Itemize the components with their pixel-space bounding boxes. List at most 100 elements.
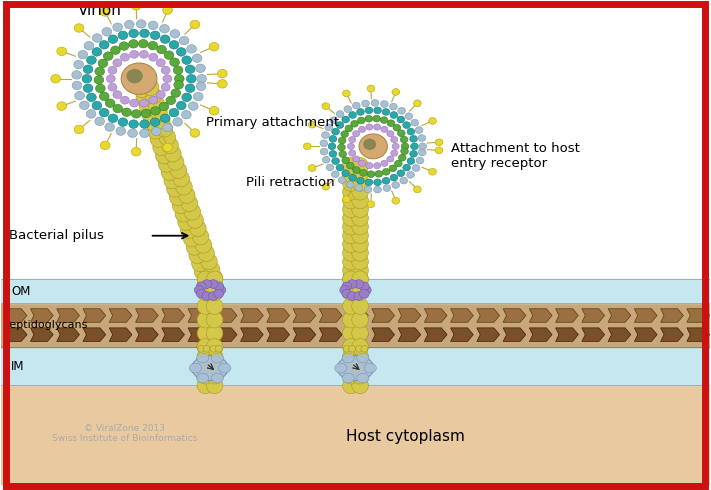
Ellipse shape xyxy=(387,131,394,137)
Ellipse shape xyxy=(105,99,115,107)
Ellipse shape xyxy=(170,162,187,178)
Ellipse shape xyxy=(206,377,223,393)
Ellipse shape xyxy=(365,179,373,186)
Ellipse shape xyxy=(122,108,132,117)
Ellipse shape xyxy=(354,292,364,300)
Ellipse shape xyxy=(352,312,368,328)
Ellipse shape xyxy=(134,81,150,98)
Text: IM: IM xyxy=(11,360,25,372)
Ellipse shape xyxy=(118,31,128,40)
Ellipse shape xyxy=(352,358,368,374)
Ellipse shape xyxy=(208,280,218,289)
Ellipse shape xyxy=(124,21,134,29)
Polygon shape xyxy=(162,309,184,322)
Ellipse shape xyxy=(92,34,102,42)
Polygon shape xyxy=(240,309,263,322)
Ellipse shape xyxy=(197,325,214,342)
Ellipse shape xyxy=(390,103,397,110)
Ellipse shape xyxy=(348,137,356,143)
Ellipse shape xyxy=(154,112,170,129)
Polygon shape xyxy=(214,309,237,322)
Ellipse shape xyxy=(182,93,191,101)
Ellipse shape xyxy=(320,140,328,147)
Ellipse shape xyxy=(352,175,368,191)
Ellipse shape xyxy=(214,290,224,298)
Ellipse shape xyxy=(414,100,421,107)
Ellipse shape xyxy=(113,91,122,98)
Ellipse shape xyxy=(161,137,178,154)
Ellipse shape xyxy=(373,115,380,122)
Ellipse shape xyxy=(352,166,368,183)
Ellipse shape xyxy=(206,339,223,355)
Ellipse shape xyxy=(206,339,223,355)
Ellipse shape xyxy=(198,345,205,352)
Ellipse shape xyxy=(132,147,141,156)
Ellipse shape xyxy=(186,84,195,93)
Ellipse shape xyxy=(72,71,82,79)
Ellipse shape xyxy=(392,197,400,204)
Ellipse shape xyxy=(402,122,410,128)
Ellipse shape xyxy=(382,109,390,115)
Ellipse shape xyxy=(364,186,372,193)
Ellipse shape xyxy=(331,171,339,177)
Ellipse shape xyxy=(196,64,205,73)
Ellipse shape xyxy=(218,79,227,88)
Polygon shape xyxy=(372,328,395,342)
Ellipse shape xyxy=(169,189,186,205)
Ellipse shape xyxy=(170,58,179,67)
Ellipse shape xyxy=(98,59,108,68)
Polygon shape xyxy=(293,309,316,322)
Ellipse shape xyxy=(344,106,351,113)
Ellipse shape xyxy=(57,102,67,110)
Ellipse shape xyxy=(57,47,67,55)
Polygon shape xyxy=(634,309,657,322)
Ellipse shape xyxy=(391,150,398,156)
Ellipse shape xyxy=(121,63,157,95)
Ellipse shape xyxy=(343,90,351,97)
Ellipse shape xyxy=(95,67,105,75)
Ellipse shape xyxy=(100,8,110,16)
Ellipse shape xyxy=(330,117,338,123)
Polygon shape xyxy=(582,328,604,342)
Ellipse shape xyxy=(172,197,189,214)
Polygon shape xyxy=(477,309,500,322)
Polygon shape xyxy=(31,309,53,322)
Text: OM: OM xyxy=(11,285,31,298)
Ellipse shape xyxy=(343,227,359,244)
Polygon shape xyxy=(687,309,710,322)
Polygon shape xyxy=(4,328,27,342)
Ellipse shape xyxy=(397,116,405,123)
Polygon shape xyxy=(240,328,263,342)
Ellipse shape xyxy=(197,358,214,374)
Ellipse shape xyxy=(362,100,369,107)
Ellipse shape xyxy=(359,282,369,291)
Polygon shape xyxy=(31,328,53,342)
Ellipse shape xyxy=(183,230,200,247)
Ellipse shape xyxy=(87,93,96,101)
Ellipse shape xyxy=(309,165,316,172)
Ellipse shape xyxy=(352,262,368,279)
Ellipse shape xyxy=(149,53,158,61)
Ellipse shape xyxy=(360,170,368,176)
Ellipse shape xyxy=(161,83,170,91)
Ellipse shape xyxy=(356,345,363,352)
Ellipse shape xyxy=(343,339,359,355)
Ellipse shape xyxy=(171,89,181,98)
Ellipse shape xyxy=(103,52,113,60)
Ellipse shape xyxy=(358,160,365,167)
Polygon shape xyxy=(530,328,552,342)
Ellipse shape xyxy=(373,163,380,169)
Polygon shape xyxy=(372,309,395,322)
Ellipse shape xyxy=(174,74,184,83)
Ellipse shape xyxy=(151,104,167,121)
Ellipse shape xyxy=(160,35,170,44)
Ellipse shape xyxy=(167,154,184,170)
Ellipse shape xyxy=(352,298,368,315)
Ellipse shape xyxy=(84,42,94,50)
Ellipse shape xyxy=(341,131,348,138)
Polygon shape xyxy=(503,328,526,342)
Ellipse shape xyxy=(343,358,359,374)
Ellipse shape xyxy=(194,286,204,294)
Ellipse shape xyxy=(343,236,359,252)
Ellipse shape xyxy=(196,282,206,291)
